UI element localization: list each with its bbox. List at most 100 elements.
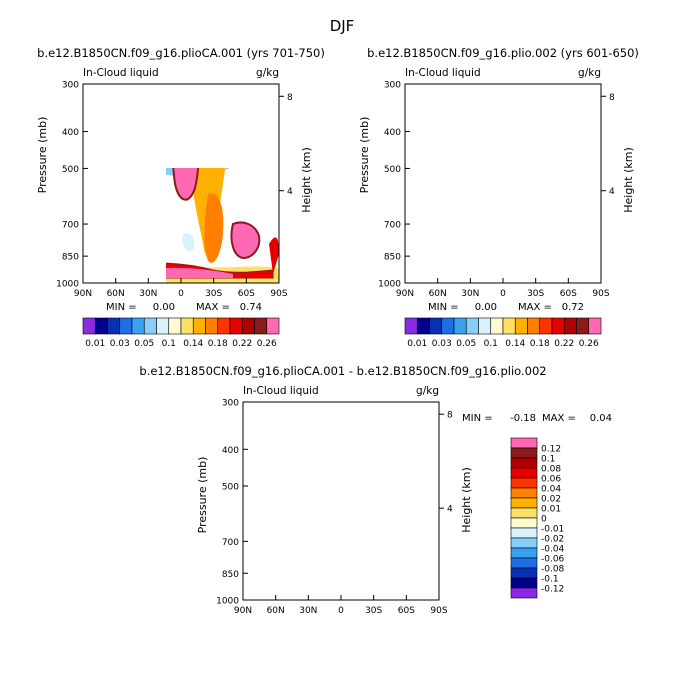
colorbar-swatch <box>217 317 231 335</box>
colorbar-label: 0.01 <box>85 339 105 349</box>
y2-axis-label: Height (km) <box>622 147 635 213</box>
pressure-tick-label: 850 <box>62 253 79 263</box>
min-value: 0.00 <box>475 302 497 313</box>
colorbar-label: 0.18 <box>208 339 228 349</box>
panel-difference: b.e12.B1850CN.f09_g16.plioCA.001 - b.e12… <box>139 364 612 616</box>
latitude-axis: 90N 60N 30N 0 30S 60S 90S <box>234 595 448 616</box>
colorbar-swatch <box>429 317 443 335</box>
max-label: MAX = <box>518 302 552 313</box>
pressure-tick-label: 300 <box>62 81 79 91</box>
colorbar-swatch <box>510 447 538 459</box>
latitude-tick-label: 0 <box>178 289 184 299</box>
height-tick-label: 8 <box>609 93 615 103</box>
panel-experiment: b.e12.B1850CN.f09_g16.plio.002 (yrs 601-… <box>358 46 639 349</box>
colorbar-label: 0.1 <box>162 339 176 349</box>
colorbar-label: 0 <box>541 515 547 525</box>
pressure-tick-label: 300 <box>222 399 239 409</box>
height-tick-label: 4 <box>609 187 615 197</box>
latitude-tick-label: 60S <box>398 606 415 616</box>
pressure-tick-label: 700 <box>62 221 79 231</box>
contour-field <box>405 84 601 283</box>
figure-title: DJF <box>330 17 355 35</box>
pressure-tick-label: 400 <box>62 128 79 138</box>
y-axis-label: Pressure (mb) <box>358 117 371 194</box>
height-axis: 84 <box>439 411 453 515</box>
pressure-tick-label: 700 <box>222 538 239 548</box>
colorbar-label: 0.06 <box>541 475 561 485</box>
colorbar-swatch <box>510 517 538 529</box>
colorbar-swatch <box>180 317 194 335</box>
colorbar-label: -0.02 <box>541 535 564 545</box>
latitude-tick-label: 30S <box>527 289 544 299</box>
colorbar-swatch <box>229 317 243 335</box>
colorbar-swatch <box>563 317 577 335</box>
max-label: MAX = <box>542 413 576 424</box>
colorbar-swatch <box>156 317 170 335</box>
units-label: g/kg <box>578 67 601 79</box>
panel-title: b.e12.B1850CN.f09_g16.plio.002 (yrs 601-… <box>367 46 639 60</box>
latitude-tick-label: 30N <box>299 606 317 616</box>
latitude-tick-label: 30N <box>461 289 479 299</box>
contour-field <box>166 168 280 284</box>
pressure-tick-label: 850 <box>222 570 239 580</box>
y2-axis-label: Height (km) <box>460 467 473 533</box>
colorbar-swatch <box>465 317 479 335</box>
contour-field <box>243 402 439 600</box>
colorbar-label: -0.04 <box>541 545 565 555</box>
colorbar-swatch <box>441 317 455 335</box>
colorbar-swatch <box>510 587 538 599</box>
pressure-tick-label: 500 <box>384 165 401 175</box>
colorbar: 0.01 0.03 0.05 0.1 0.14 0.18 0.22 0.26 <box>404 317 602 349</box>
colorbar-swatch <box>192 317 206 335</box>
variable-label: In-Cloud liquid <box>83 67 159 79</box>
colorbar-label: 0.01 <box>407 339 427 349</box>
colorbar-swatch <box>510 547 538 559</box>
colorbar-swatch <box>143 317 157 335</box>
colorbar-swatch <box>510 437 538 449</box>
latitude-tick-label: 30N <box>139 289 157 299</box>
latitude-tick-label: 90N <box>396 289 414 299</box>
colorbar-label: 0.22 <box>554 339 574 349</box>
colorbar-swatch <box>510 487 538 499</box>
latitude-tick-label: 90N <box>234 606 252 616</box>
colorbar-label: 0.03 <box>110 339 130 349</box>
max-value: 0.72 <box>562 302 584 313</box>
colorbar-swatch <box>551 317 565 335</box>
colorbar-swatch <box>241 317 255 335</box>
colorbar-swatch <box>131 317 145 335</box>
colorbar-label: 0.08 <box>541 465 561 475</box>
pressure-tick-label: 500 <box>62 165 79 175</box>
colorbar-label: 0.05 <box>134 339 154 349</box>
max-label: MAX = <box>196 302 230 313</box>
colorbar-swatch <box>588 317 602 335</box>
pressure-tick-label: 700 <box>384 221 401 231</box>
colorbar-label: 0.01 <box>541 505 561 515</box>
colorbar-swatch <box>527 317 541 335</box>
height-axis: 84 <box>279 93 293 197</box>
min-label: MIN = <box>462 413 493 424</box>
colorbar-swatch <box>514 317 528 335</box>
latitude-tick-label: 90S <box>592 289 609 299</box>
colorbar-swatch <box>453 317 467 335</box>
colorbar-swatch <box>510 467 538 479</box>
colorbar-swatch <box>168 317 182 335</box>
pressure-tick-label: 400 <box>222 446 239 456</box>
colorbar-swatch <box>510 507 538 519</box>
colorbar-swatch <box>510 567 538 579</box>
latitude-tick-label: 60N <box>267 606 285 616</box>
units-label: g/kg <box>256 67 279 79</box>
colorbar-label: 0.22 <box>232 339 252 349</box>
y-axis-label: Pressure (mb) <box>196 457 209 534</box>
colorbar-label: 0.12 <box>541 445 561 455</box>
pressure-tick-label: 500 <box>222 483 239 493</box>
colorbar-label: -0.01 <box>541 525 564 535</box>
pressure-tick-label: 1000 <box>378 280 401 290</box>
min-label: MIN = <box>106 302 137 313</box>
plot-frame <box>404 83 602 284</box>
panel-title: b.e12.B1850CN.f09_g16.plioCA.001 - b.e12… <box>139 364 546 378</box>
latitude-axis: 90N 60N 30N 0 30S 60S 90S <box>74 278 288 299</box>
colorbar-label: -0.1 <box>541 575 559 585</box>
pressure-tick-label: 400 <box>384 128 401 138</box>
colorbar-swatch <box>254 317 268 335</box>
